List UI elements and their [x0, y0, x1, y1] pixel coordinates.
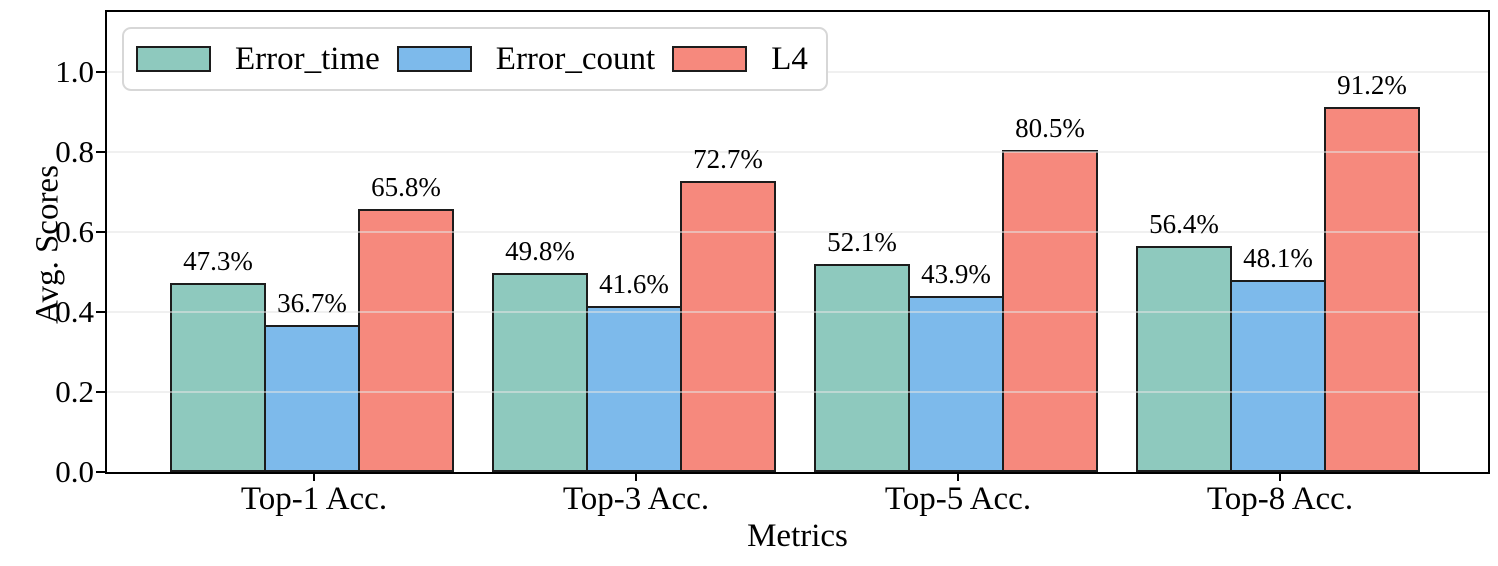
bar-error_count-3 [908, 296, 1004, 472]
bar-value-label: 49.8% [505, 235, 575, 266]
bar-value-label: 48.1% [1243, 242, 1313, 273]
y-tick-mark [96, 391, 105, 393]
legend-label: Error_count [495, 41, 656, 77]
legend-entry: Error_time [136, 39, 380, 79]
legend-swatch-l4 [672, 46, 748, 72]
bar-value-label: 41.6% [599, 268, 669, 299]
y-tick-label: 0.8 [55, 134, 94, 169]
y-tick-label: 0.0 [55, 454, 94, 489]
legend-label: L4 [771, 41, 808, 77]
bar-l4-1 [358, 208, 454, 472]
plot-inner: Error_time Error_count L4 47.3% 36.7% 65.8% 4… [107, 12, 1488, 472]
y-tick-label: 0.4 [55, 294, 94, 329]
y-tick-label: 1.0 [55, 54, 94, 89]
bar-value-label: 72.7% [693, 144, 763, 175]
bar-value-label: 65.8% [371, 171, 441, 202]
legend-swatch-error_count [396, 46, 472, 72]
gridline [107, 231, 1488, 233]
legend-label: Error_time [235, 41, 380, 77]
bar-value-label: 56.4% [1149, 209, 1219, 240]
y-tick-mark [96, 71, 105, 73]
y-tick-mark [96, 311, 105, 313]
x-tick-label: Top-8 Acc. [1206, 481, 1354, 517]
x-tick-label: Top-5 Acc. [884, 481, 1032, 517]
y-tick-label: 0.6 [55, 214, 94, 249]
legend-entry: L4 [672, 39, 808, 79]
x-tick-mark [635, 474, 637, 481]
bar-error_count-4 [1230, 279, 1326, 472]
bar-error_time-1 [170, 282, 266, 472]
legend: Error_time Error_count L4 [122, 27, 828, 91]
bar-l4-4 [1324, 107, 1420, 472]
gridline [107, 311, 1488, 313]
y-tick-mark [96, 231, 105, 233]
y-tick-mark [96, 151, 105, 153]
x-tick-mark [1279, 474, 1281, 481]
x-tick-label: Top-1 Acc. [240, 481, 388, 517]
legend-swatch-error_time [136, 46, 211, 72]
bar-value-label: 36.7% [277, 288, 347, 319]
bar-value-label: 43.9% [921, 259, 991, 290]
gridline [107, 151, 1488, 153]
y-tick-mark [96, 471, 105, 473]
bar-error_count-2 [586, 305, 682, 472]
legend-entry: Error_count [396, 39, 656, 79]
bar-error_time-2 [492, 272, 588, 472]
gridline [107, 391, 1488, 393]
bar-l4-2 [680, 181, 776, 472]
bar-value-label: 91.2% [1337, 70, 1407, 101]
plot-area: Error_time Error_count L4 47.3% 36.7% 65.8% 4… [105, 10, 1490, 474]
bar-error_count-1 [264, 325, 360, 472]
x-tick-mark [313, 474, 315, 481]
bar-value-label: 80.5% [1015, 113, 1085, 143]
bar-error_time-4 [1136, 246, 1232, 472]
y-tick-label: 0.2 [55, 374, 94, 409]
x-axis-label: Metrics [747, 518, 848, 554]
x-tick-mark [957, 474, 959, 481]
bar-value-label: 52.1% [827, 226, 897, 257]
x-tick-label: Top-3 Acc. [562, 481, 710, 517]
bar-value-label: 47.3% [183, 245, 253, 276]
bar-error_time-3 [814, 263, 910, 472]
